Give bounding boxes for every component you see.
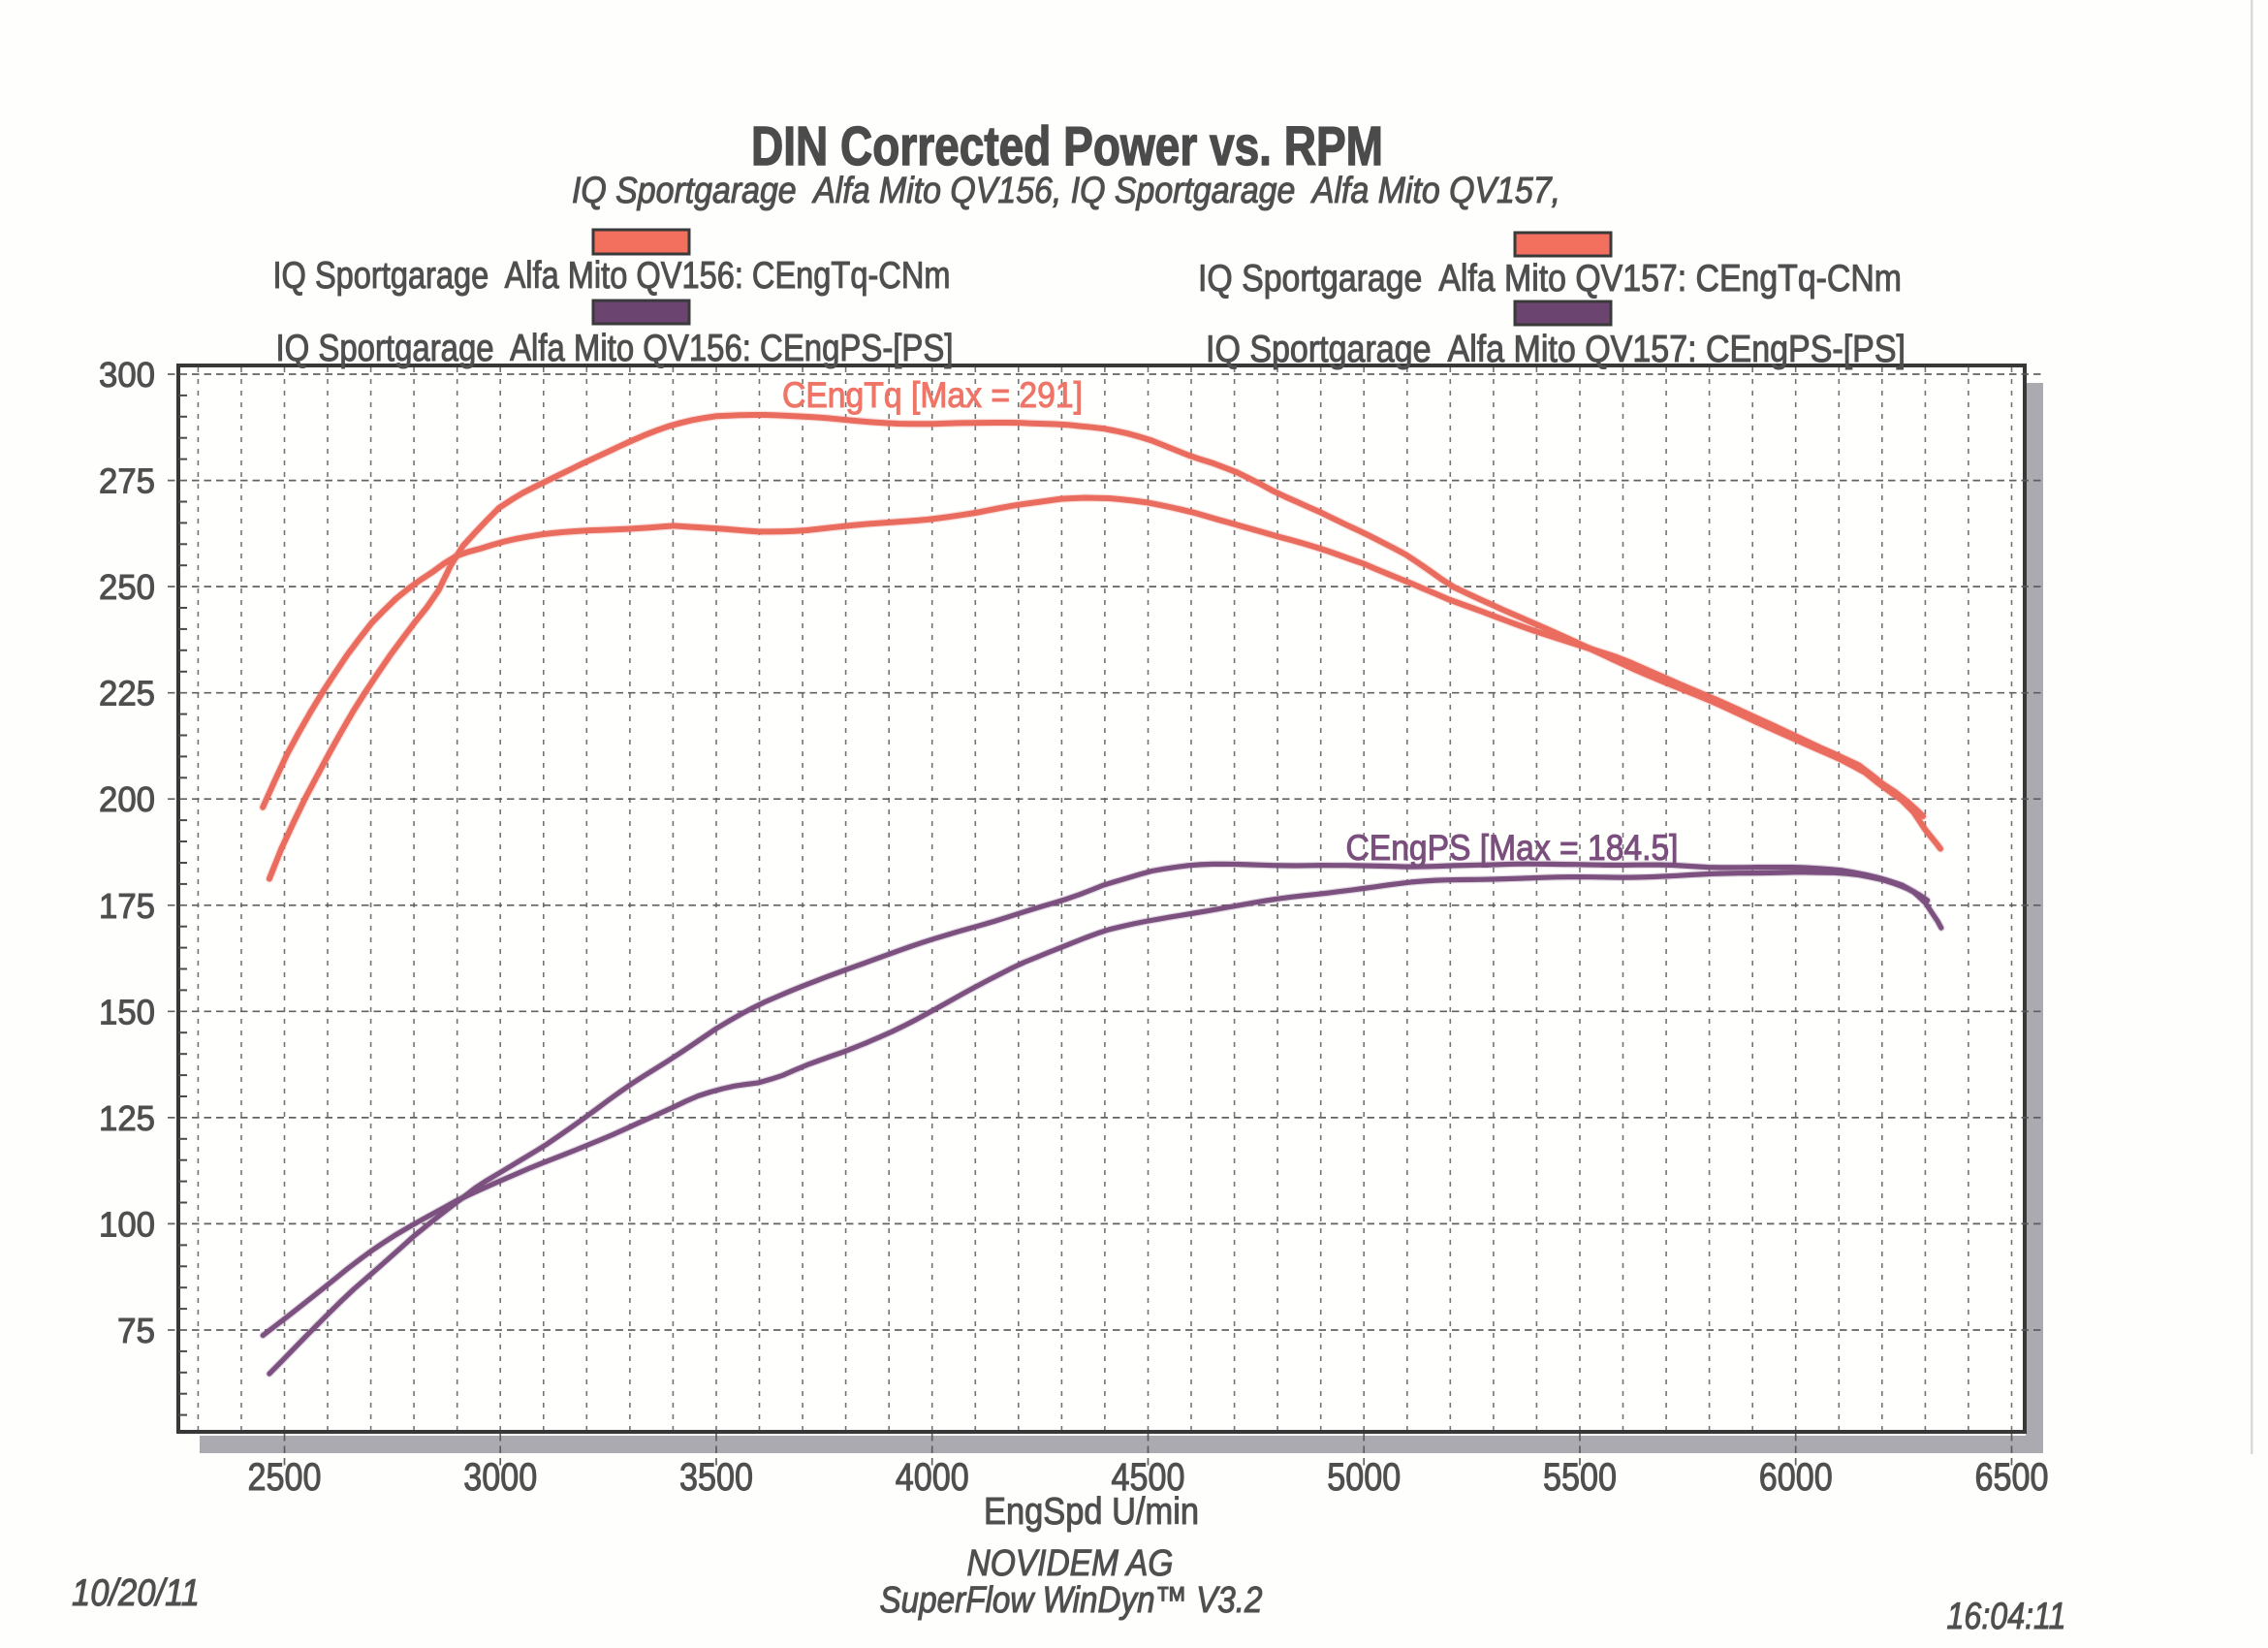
svg-text:300: 300 xyxy=(99,355,155,395)
svg-text:IQ Sportgarage Alfa Mito QV15: IQ Sportgarage Alfa Mito QV156, IQ Sport… xyxy=(572,171,1560,211)
svg-text:3000: 3000 xyxy=(463,1456,537,1499)
svg-text:250: 250 xyxy=(99,567,155,607)
svg-text:6500: 6500 xyxy=(1975,1456,2049,1499)
svg-text:IQ Sportgarage Alfa Mito QV15: IQ Sportgarage Alfa Mito QV157: CEngPS-[… xyxy=(1206,329,1906,370)
svg-text:SuperFlow WinDyn™ V3.2: SuperFlow WinDyn™ V3.2 xyxy=(880,1580,1263,1621)
svg-text:CEngPS [Max = 184.5]: CEngPS [Max = 184.5] xyxy=(1346,828,1679,868)
svg-text:2500: 2500 xyxy=(248,1456,322,1499)
svg-text:CEngTq [Max = 291]: CEngTq [Max = 291] xyxy=(782,375,1083,415)
svg-text:175: 175 xyxy=(99,886,155,926)
svg-text:IQ Sportgarage Alfa Mito QV15: IQ Sportgarage Alfa Mito QV156: CEngPS-[… xyxy=(276,328,954,369)
svg-text:4500: 4500 xyxy=(1112,1456,1185,1499)
svg-text:IQ Sportgarage Alfa Mito QV15: IQ Sportgarage Alfa Mito QV157: CEngTq-C… xyxy=(1198,258,1902,300)
svg-text:16:04:11: 16:04:11 xyxy=(1947,1596,2066,1637)
svg-text:4000: 4000 xyxy=(896,1456,969,1499)
svg-text:3500: 3500 xyxy=(679,1456,753,1499)
svg-text:200: 200 xyxy=(99,779,155,819)
svg-text:6000: 6000 xyxy=(1759,1456,1833,1499)
svg-text:IQ Sportgarage Alfa Mito QV15: IQ Sportgarage Alfa Mito QV156: CEngTq-C… xyxy=(273,255,951,297)
svg-text:150: 150 xyxy=(99,992,155,1031)
svg-text:EngSpd U/min: EngSpd U/min xyxy=(984,1491,1199,1533)
svg-text:5500: 5500 xyxy=(1543,1456,1617,1499)
svg-text:275: 275 xyxy=(99,461,155,501)
svg-text:125: 125 xyxy=(99,1098,155,1138)
svg-text:NOVIDEM AG: NOVIDEM AG xyxy=(967,1543,1174,1584)
svg-text:10/20/11: 10/20/11 xyxy=(72,1572,200,1614)
svg-text:225: 225 xyxy=(99,674,155,713)
svg-text:75: 75 xyxy=(117,1311,155,1350)
svg-text:100: 100 xyxy=(99,1204,155,1244)
svg-text:5000: 5000 xyxy=(1327,1456,1401,1499)
svg-text:DIN Corrected Power vs. RPM: DIN Corrected Power vs. RPM xyxy=(751,115,1383,177)
